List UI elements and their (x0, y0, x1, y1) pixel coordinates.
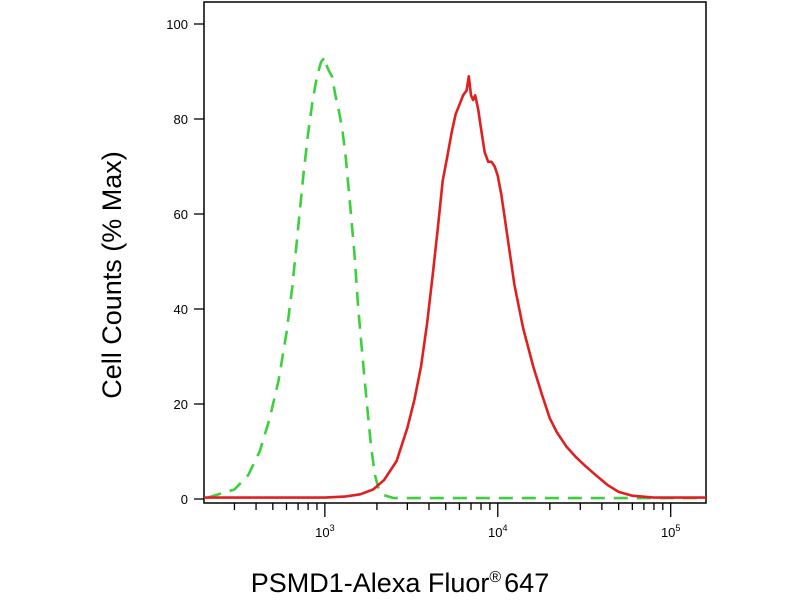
x-tick-label-exponent: 3 (330, 523, 335, 533)
y-tick-label: 60 (174, 207, 188, 222)
series-line-dashed-green (207, 55, 706, 500)
y-tick-label: 20 (174, 397, 188, 412)
x-tick-label: 105 (661, 523, 680, 540)
y-axis-title: Cell Counts (% Max) (97, 151, 127, 399)
x-axis-minor-ticks (233, 503, 664, 510)
x-axis-tick-labels: 103 104 105 (315, 523, 680, 540)
x-tick-label-exponent: 5 (675, 523, 680, 533)
x-tick-label: 103 (315, 523, 334, 540)
x-axis-title-main: PSMD1-Alexa Fluor (251, 568, 490, 598)
x-axis-title-registered-mark: ® (489, 569, 501, 586)
plot-area (203, 1, 707, 504)
x-tick-label-base: 10 (315, 525, 329, 540)
y-axis-tick-labels: 0 20 40 60 80 100 (166, 17, 188, 507)
x-tick-label-base: 10 (488, 525, 502, 540)
plot-frame (203, 1, 707, 504)
x-axis-major-ticks (324, 503, 672, 517)
x-tick-label: 104 (488, 523, 507, 540)
y-tick-label: 100 (166, 17, 188, 32)
y-axis-ticks (194, 23, 204, 500)
x-tick-label-base: 10 (661, 525, 675, 540)
series-lines (204, 55, 706, 500)
y-tick-label: 80 (174, 112, 188, 127)
x-axis-title-suffix: 647 (504, 568, 549, 598)
x-tick-label-exponent: 4 (503, 523, 508, 533)
series-line-solid-red (204, 75, 706, 499)
y-tick-label: 40 (174, 302, 188, 317)
y-tick-label: 0 (181, 492, 188, 507)
x-axis-title: PSMD1-Alexa Fluor® 647 (251, 568, 549, 598)
